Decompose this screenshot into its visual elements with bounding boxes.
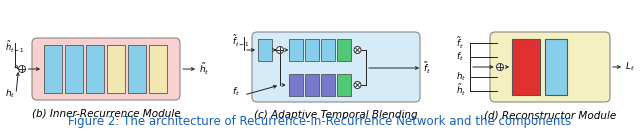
Bar: [321, 39, 335, 61]
Text: $h_t$: $h_t$: [456, 71, 466, 83]
Text: $\tilde{f}_{t-1}$: $\tilde{f}_{t-1}$: [232, 34, 250, 49]
Bar: [149, 45, 167, 93]
Text: $\tilde{f}_t$: $\tilde{f}_t$: [456, 36, 463, 51]
Bar: [128, 45, 146, 93]
Bar: [337, 74, 351, 96]
Bar: [44, 45, 62, 93]
Text: $\tilde{h}_t$: $\tilde{h}_t$: [199, 61, 209, 77]
Bar: [258, 39, 272, 61]
Bar: [337, 39, 351, 61]
Bar: [86, 45, 104, 93]
Bar: [289, 74, 303, 96]
Bar: [512, 39, 540, 95]
Circle shape: [354, 82, 361, 89]
Text: (c) Adaptive Temporal Blending: (c) Adaptive Temporal Blending: [254, 110, 418, 120]
Text: $\tilde{h}_t$: $\tilde{h}_t$: [456, 83, 466, 98]
Text: Figure 2: The architecture of Recurrence-in-Recurrence Network and the component: Figure 2: The architecture of Recurrence…: [68, 115, 572, 128]
Bar: [107, 45, 125, 93]
Text: $L_t$: $L_t$: [625, 61, 635, 73]
Text: (d) Reconstructor Module: (d) Reconstructor Module: [484, 110, 616, 120]
FancyBboxPatch shape: [490, 32, 610, 102]
Text: $\tilde{h}_{t-1}$: $\tilde{h}_{t-1}$: [5, 40, 25, 55]
Text: $f_t$: $f_t$: [232, 86, 240, 98]
Bar: [545, 39, 567, 95]
Bar: [65, 45, 83, 93]
Circle shape: [276, 47, 284, 54]
Circle shape: [497, 63, 504, 70]
Bar: [305, 39, 319, 61]
Bar: [289, 39, 303, 61]
Text: (b) Inner-Recurrence Module: (b) Inner-Recurrence Module: [32, 108, 180, 118]
Text: $f_t$: $f_t$: [456, 51, 463, 63]
Text: $\tilde{f}_t$: $\tilde{f}_t$: [423, 60, 431, 76]
Text: $h_t$: $h_t$: [5, 88, 15, 100]
Bar: [321, 74, 335, 96]
Circle shape: [354, 47, 361, 54]
Bar: [305, 74, 319, 96]
Circle shape: [19, 66, 26, 73]
FancyBboxPatch shape: [252, 32, 420, 102]
FancyBboxPatch shape: [32, 38, 180, 100]
